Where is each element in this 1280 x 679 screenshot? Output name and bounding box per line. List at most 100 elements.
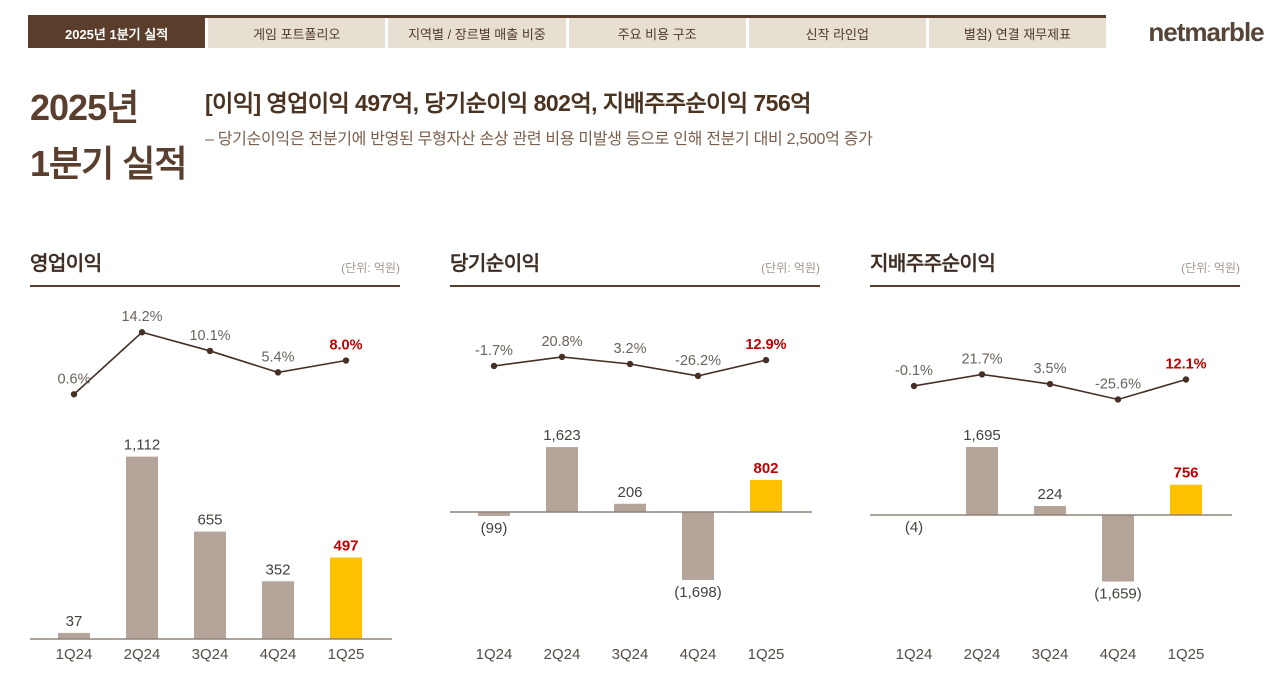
line-pct-label: 10.1%	[189, 328, 230, 344]
line-point	[1046, 380, 1054, 388]
bar	[1034, 506, 1066, 515]
line-point	[138, 329, 146, 336]
line-pct-label: -0.1%	[895, 363, 933, 379]
headline-subtext: – 당기순이익은 전분기에 반영된 무형자산 손상 관련 비용 미발생 등으로 …	[205, 131, 873, 148]
category-label: 1Q25	[1168, 646, 1205, 663]
line-pct-label: -1.7%	[475, 343, 513, 359]
bar	[546, 447, 578, 512]
line-point	[70, 391, 78, 398]
chart-title: 당기순이익	[450, 253, 540, 275]
bar	[58, 632, 90, 639]
bar	[1170, 484, 1202, 515]
line-pct-label: -26.2%	[675, 353, 721, 369]
line-pct-label: 12.9%	[745, 337, 786, 353]
category-label: 3Q24	[612, 646, 649, 663]
category-label: 4Q24	[680, 646, 717, 663]
nav-tab-cost-structure[interactable]: 주요 비용 구조	[568, 18, 746, 48]
line-pct-label: 21.7%	[961, 351, 1002, 367]
bar-value-label: 206	[617, 484, 642, 501]
category-label: 3Q24	[192, 646, 229, 663]
line-pct-label: 12.1%	[1165, 356, 1206, 372]
bar-value-label: (1,659)	[1094, 586, 1142, 603]
chart-unit-label: (단위: 억원)	[761, 261, 820, 275]
bar-value-label: 1,623	[543, 427, 581, 444]
page-title-line2: 1분기 실적	[30, 143, 188, 184]
category-label: 4Q24	[1100, 646, 1137, 663]
chart-controlling-net-profit: 지배주주순이익 (단위: 억원) (4) 1,695 224 (1,659) 756 -0…	[870, 245, 1240, 675]
bar	[478, 512, 510, 516]
bar	[1102, 515, 1134, 582]
bar-value-label: (1,698)	[674, 584, 722, 601]
bar-value-label: 1,695	[963, 427, 1001, 444]
line-point	[1182, 376, 1190, 383]
line-pct-label: 3.5%	[1033, 361, 1066, 377]
line-point	[1114, 396, 1122, 403]
chart-plot: (99) 1,623 206 (1,698) 802 -1.7% 20.8% 3.2% -26.…	[450, 334, 812, 663]
line-point	[626, 360, 634, 368]
netmarble-logo: netmarble	[1148, 17, 1264, 47]
line-point	[490, 362, 498, 370]
chart-header: 영업이익 (단위: 억원)	[30, 245, 400, 287]
chart-operating-profit: 영업이익 (단위: 억원) 37 1,112 655 352 497 0.6% 14.2% 1…	[30, 245, 400, 675]
line-point	[342, 357, 350, 364]
nav-tab-portfolio[interactable]: 게임 포트폴리오	[208, 18, 386, 48]
line-point	[274, 369, 282, 376]
page-title: 2025년 1분기 실적	[30, 80, 188, 192]
bar-value-label: 352	[265, 561, 290, 578]
bar	[262, 581, 294, 639]
line-pct-label: 0.6%	[57, 371, 90, 387]
line-pct-label: 3.2%	[613, 341, 646, 357]
line-point	[694, 372, 702, 380]
nav-tab-results[interactable]: 2025년 1분기 실적	[28, 18, 206, 48]
category-label: 1Q25	[328, 646, 365, 663]
chart-unit-label: (단위: 억원)	[341, 261, 400, 275]
line-pct-label: 14.2%	[121, 309, 162, 325]
bar-value-label: 37	[66, 613, 83, 630]
chart-title: 지배주주순이익	[870, 253, 996, 275]
line-point	[910, 382, 918, 390]
chart-net-profit: 당기순이익 (단위: 억원) (99) 1,623 206 (1,698) 802 -1.…	[450, 245, 820, 675]
headline: [이익] 영업이익 497억, 당기순이익 802억, 지배주주순이익 756억	[205, 90, 811, 116]
category-label: 1Q25	[748, 646, 785, 663]
chart-title: 영업이익	[30, 253, 102, 275]
bar-value-label: (4)	[905, 519, 923, 536]
nav-tab-new-lineup[interactable]: 신작 라인업	[748, 18, 926, 48]
bar-value-label: 802	[753, 460, 778, 477]
chart-plot: 37 1,112 655 352 497 0.6% 14.2% 10.1% 5.4% 8.0% 1Q…	[30, 309, 392, 663]
category-label: 3Q24	[1032, 646, 1069, 663]
line-point	[762, 356, 770, 364]
page-title-line1: 2025년	[30, 87, 139, 128]
bar	[330, 557, 362, 639]
line-pct-label: 5.4%	[261, 349, 294, 365]
bar	[682, 512, 714, 580]
category-label: 1Q24	[476, 646, 513, 663]
line-pct-label: 20.8%	[541, 334, 582, 350]
nav-tab-revenue-mix[interactable]: 지역별 / 장르별 매출 비중	[388, 18, 566, 48]
category-label: 1Q24	[896, 646, 933, 663]
bar	[194, 531, 226, 639]
nav-tab-appendix[interactable]: 별첨) 연결 재무제표	[928, 18, 1107, 48]
headline-block: [이익] 영업이익 497억, 당기순이익 802억, 지배주주순이익 756억…	[205, 84, 873, 149]
line-point	[978, 371, 986, 378]
chart-plot: (4) 1,695 224 (1,659) 756 -0.1% 21.7% 3.5% -25.6…	[870, 351, 1232, 663]
category-label: 2Q24	[124, 646, 161, 663]
bar	[966, 447, 998, 515]
bar-value-label: (99)	[481, 520, 508, 537]
category-label: 2Q24	[544, 646, 581, 663]
category-label: 2Q24	[964, 646, 1001, 663]
bar	[750, 479, 782, 512]
bar-value-label: 756	[1173, 465, 1198, 482]
category-label: 4Q24	[260, 646, 297, 663]
line-point	[558, 353, 566, 361]
line-pct-label: 8.0%	[329, 338, 362, 354]
line-point	[206, 347, 214, 355]
bar-value-label: 655	[197, 512, 222, 529]
line-pct-label: -25.6%	[1095, 376, 1141, 392]
bar-value-label: 1,112	[124, 437, 160, 454]
chart-header: 지배주주순이익 (단위: 억원)	[870, 245, 1240, 287]
bar	[126, 456, 158, 639]
chart-unit-label: (단위: 억원)	[1181, 261, 1240, 275]
main-nav: 2025년 1분기 실적 게임 포트폴리오 지역별 / 장르별 매출 비중 주요…	[28, 15, 1107, 48]
category-label: 1Q24	[56, 646, 93, 663]
